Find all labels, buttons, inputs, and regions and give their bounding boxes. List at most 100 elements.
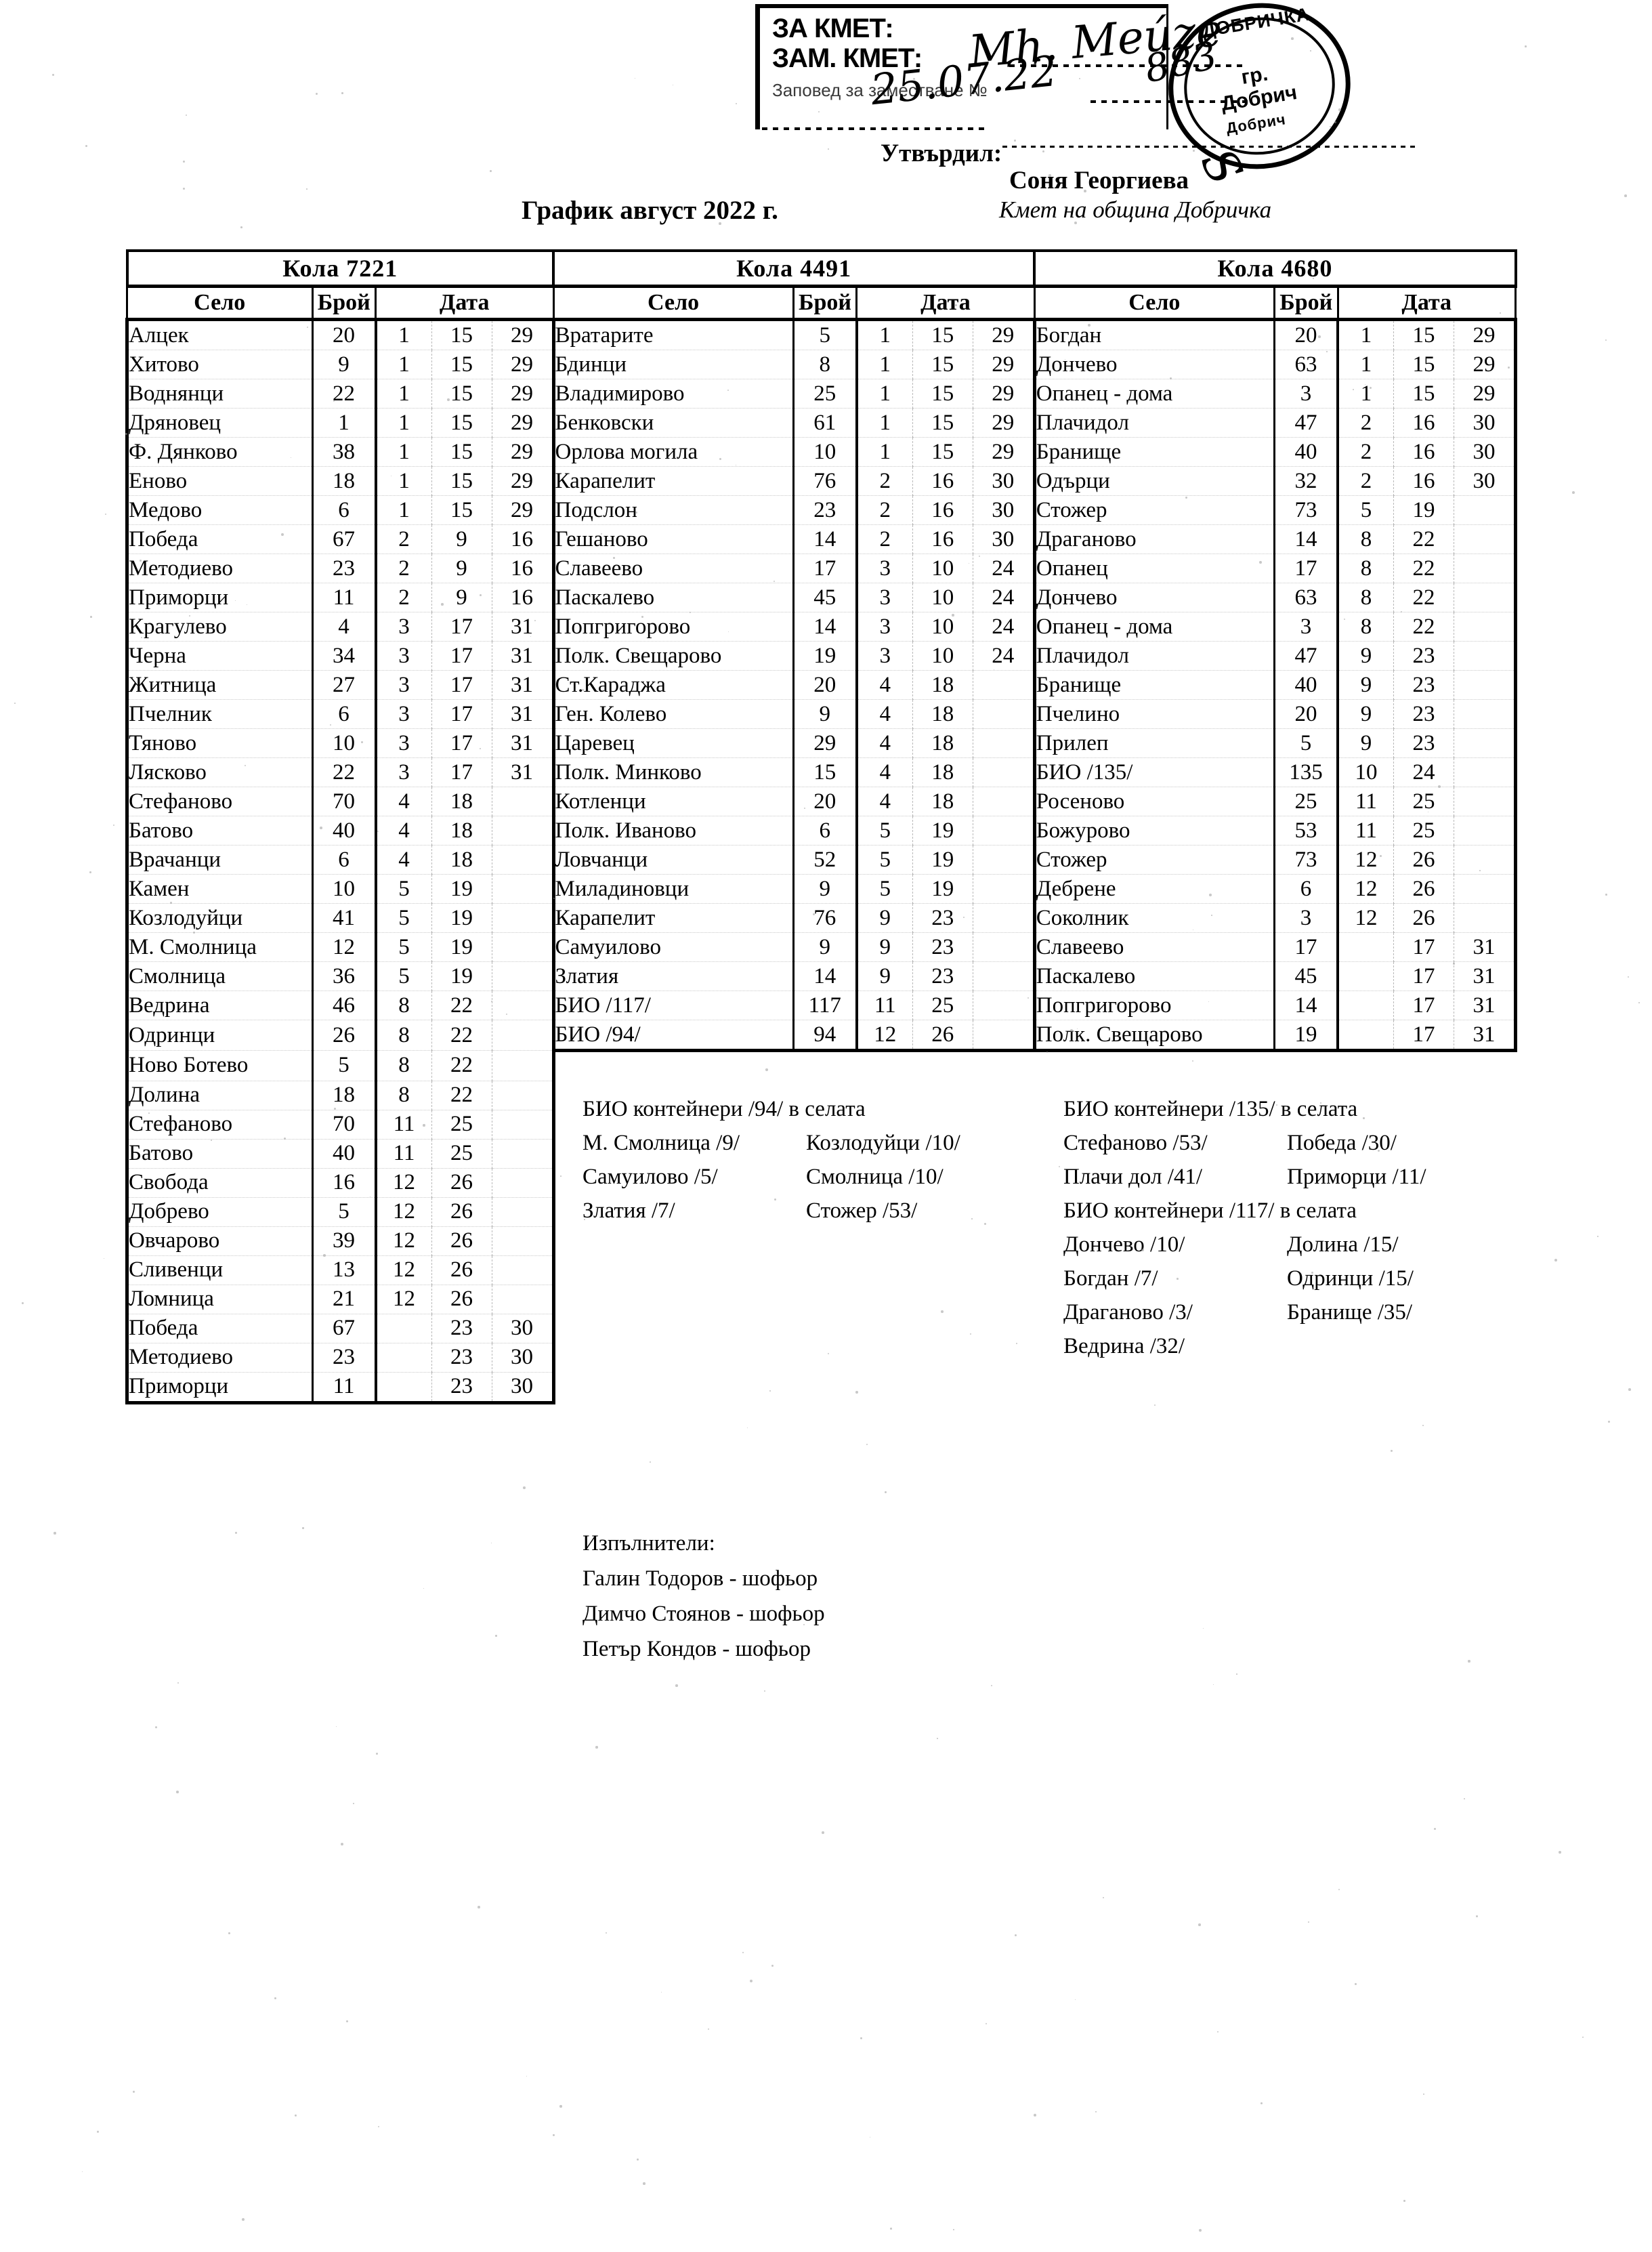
- cell-empty: [1394, 1372, 1454, 1402]
- cell-village: Черна: [127, 642, 313, 671]
- approved-by-label: Утвърдил:: [881, 139, 1002, 168]
- cell-date-3: [492, 846, 553, 875]
- scan-speckle: [1170, 377, 1172, 379]
- cell-count: 70: [312, 1110, 376, 1139]
- cell-count: 4: [312, 612, 376, 642]
- cell-date-1: 4: [857, 729, 913, 758]
- scan-speckle: [885, 1491, 887, 1493]
- cell-village: Батово: [127, 816, 313, 846]
- cell-date-2: 25: [1394, 816, 1454, 846]
- scanned-document-page: ЗА КМЕТ: ЗАМ. КМЕТ: Заповед за заместван…: [0, 0, 1652, 2252]
- cell-count: 47: [1275, 642, 1338, 671]
- scan-speckle: [113, 825, 114, 826]
- cell-date-1: [376, 1314, 432, 1343]
- cell-date-2: 26: [431, 1226, 492, 1255]
- scan-speckle: [316, 93, 318, 95]
- table-row: Пчелник 6 3 17 31 Ген. Колево 9 4 18 Пчелино 20 9 23: [127, 700, 1516, 729]
- bio-117-row-3: Ведрина /32/: [1063, 1329, 1510, 1363]
- cell-date-2: 15: [912, 438, 973, 467]
- cell-date-1: 1: [1338, 350, 1394, 379]
- scan-speckle: [822, 1831, 824, 1834]
- cell-village: Методиево: [127, 554, 313, 583]
- cell-village: Бранище: [1034, 671, 1274, 700]
- cell-date-2: 23: [1394, 642, 1454, 671]
- cell-count: 9: [312, 350, 376, 379]
- scan-speckle: [1326, 351, 1328, 352]
- cell-count: 40: [1275, 438, 1338, 467]
- cell-date-2: 23: [431, 1343, 492, 1372]
- cell-empty: [857, 1285, 913, 1314]
- bio-117-item-2a: Драганово /3/: [1063, 1295, 1287, 1329]
- cell-empty: [912, 1285, 973, 1314]
- scan-speckle: [1015, 1934, 1017, 1936]
- cell-date-2: 9: [431, 583, 492, 612]
- cell-date-2: 25: [431, 1139, 492, 1168]
- cell-count: 46: [312, 991, 376, 1020]
- cell-date-1: 5: [376, 962, 432, 991]
- cell-date-3: [1454, 612, 1516, 642]
- cell-date-2: 22: [1394, 554, 1454, 583]
- scan-speckle: [971, 1218, 973, 1219]
- cell-date-1: 12: [376, 1226, 432, 1255]
- scan-speckle: [85, 145, 87, 147]
- cell-date-1: 9: [1338, 642, 1394, 671]
- cell-date-3: 31: [1454, 991, 1516, 1020]
- cell-count: 6: [1275, 875, 1338, 904]
- scan-speckle: [1084, 190, 1086, 192]
- table-row: Дряновец 1 1 15 29 Бенковски 61 1 15 29 Плачидол 47…: [127, 409, 1516, 438]
- cell-count: 14: [793, 962, 857, 991]
- cell-count: 9: [793, 875, 857, 904]
- cell-date-1: 10: [1338, 758, 1394, 787]
- scan-speckle: [14, 703, 16, 704]
- cell-empty: [553, 1285, 793, 1314]
- scan-speckle: [490, 170, 492, 172]
- cell-date-2: 22: [1394, 525, 1454, 554]
- cell-date-2: 17: [1394, 933, 1454, 962]
- cell-date-3: 29: [492, 409, 553, 438]
- cell-date-2: 22: [431, 1020, 492, 1051]
- cell-village: Славеево: [1034, 933, 1274, 962]
- cell-date-3: 31: [492, 612, 553, 642]
- cell-village: Богдан: [1034, 320, 1274, 350]
- scan-speckle: [1572, 491, 1575, 494]
- cell-date-2: 16: [1394, 409, 1454, 438]
- cell-count: 41: [312, 904, 376, 933]
- cell-village: Воднянци: [127, 379, 313, 409]
- cell-date-3: 31: [492, 729, 553, 758]
- cell-count: 73: [1275, 846, 1338, 875]
- scan-speckle: [1311, 1272, 1313, 1274]
- cell-village: Ген. Колево: [553, 700, 793, 729]
- cell-date-2: 22: [1394, 612, 1454, 642]
- cell-empty: [857, 1255, 913, 1285]
- cell-empty: [973, 1343, 1034, 1372]
- bio-94-item-0b: Козлодуйци /10/: [806, 1126, 1030, 1160]
- scan-speckle: [341, 1843, 343, 1846]
- cell-empty: [912, 1051, 973, 1081]
- cell-village: Ловчанци: [553, 846, 793, 875]
- executor-item-1: Димчо Стоянов - шофьор: [583, 1596, 825, 1631]
- scan-speckle: [82, 2171, 83, 2172]
- scan-speckle: [1310, 50, 1311, 51]
- scan-speckle: [828, 148, 829, 150]
- cell-date-2: 15: [1394, 379, 1454, 409]
- scan-speckle: [198, 808, 199, 810]
- scan-speckle: [240, 226, 242, 228]
- scan-speckle: [336, 1726, 337, 1727]
- cell-village: Победа: [127, 525, 313, 554]
- cell-date-2: 17: [1394, 962, 1454, 991]
- cell-date-2: 24: [1394, 758, 1454, 787]
- scan-speckle: [186, 114, 187, 116]
- cell-date-3: [492, 1081, 553, 1110]
- scan-speckle: [1259, 561, 1262, 564]
- cell-date-3: 29: [492, 350, 553, 379]
- scan-speckle: [1605, 894, 1607, 896]
- scan-speckle: [523, 1486, 526, 1489]
- executors-title: Изпълнители:: [583, 1526, 825, 1561]
- cell-date-2: 15: [431, 467, 492, 496]
- cell-count: 3: [1275, 612, 1338, 642]
- cell-count: 6: [312, 846, 376, 875]
- cell-date-1: 8: [376, 1051, 432, 1081]
- scan-speckle: [1476, 1915, 1478, 1917]
- cell-date-2: 26: [431, 1168, 492, 1197]
- cell-date-3: [1454, 758, 1516, 787]
